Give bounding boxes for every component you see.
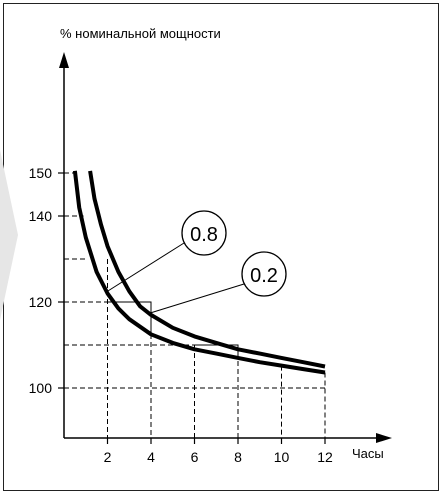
series-line-0-2 [88,170,326,369]
reference-boxes [107,301,239,358]
annotation-label: 0.8 [190,224,218,246]
annotation-label: 0.2 [250,265,278,287]
y-tick-label: 120 [29,294,53,310]
y-tick-label: 140 [29,208,53,224]
annotation-leader [107,242,185,292]
x-tick-label: 4 [147,449,155,465]
x-axis-arrow [376,433,392,443]
annotation-circle [241,251,287,297]
y-tick-label: 100 [29,380,53,396]
series-line-0-8 [72,170,326,375]
x-tick-label: 6 [191,449,199,465]
x-tick-label: 2 [104,449,112,465]
annotation-leader [150,283,245,314]
axes [59,52,392,443]
annotations: 0.8 0.2 [107,210,287,314]
y-axis-arrow [59,52,69,68]
x-ticks: 2 4 6 8 10 12 [104,438,333,465]
reference-box [107,301,152,335]
y-tick-label: 150 [29,165,53,181]
side-tab-decoration [0,150,18,320]
y-axis-label: % номинальной мощности [60,26,221,41]
x-tick-label: 12 [317,449,333,465]
x-axis-label: Часы [352,446,384,461]
annotation-circle [181,210,227,256]
x-tick-label: 10 [274,449,290,465]
series-lines [72,170,326,375]
reference-box [194,344,239,358]
y-ticks: 100 120 140 150 [29,165,64,396]
x-tick-label: 8 [234,449,242,465]
